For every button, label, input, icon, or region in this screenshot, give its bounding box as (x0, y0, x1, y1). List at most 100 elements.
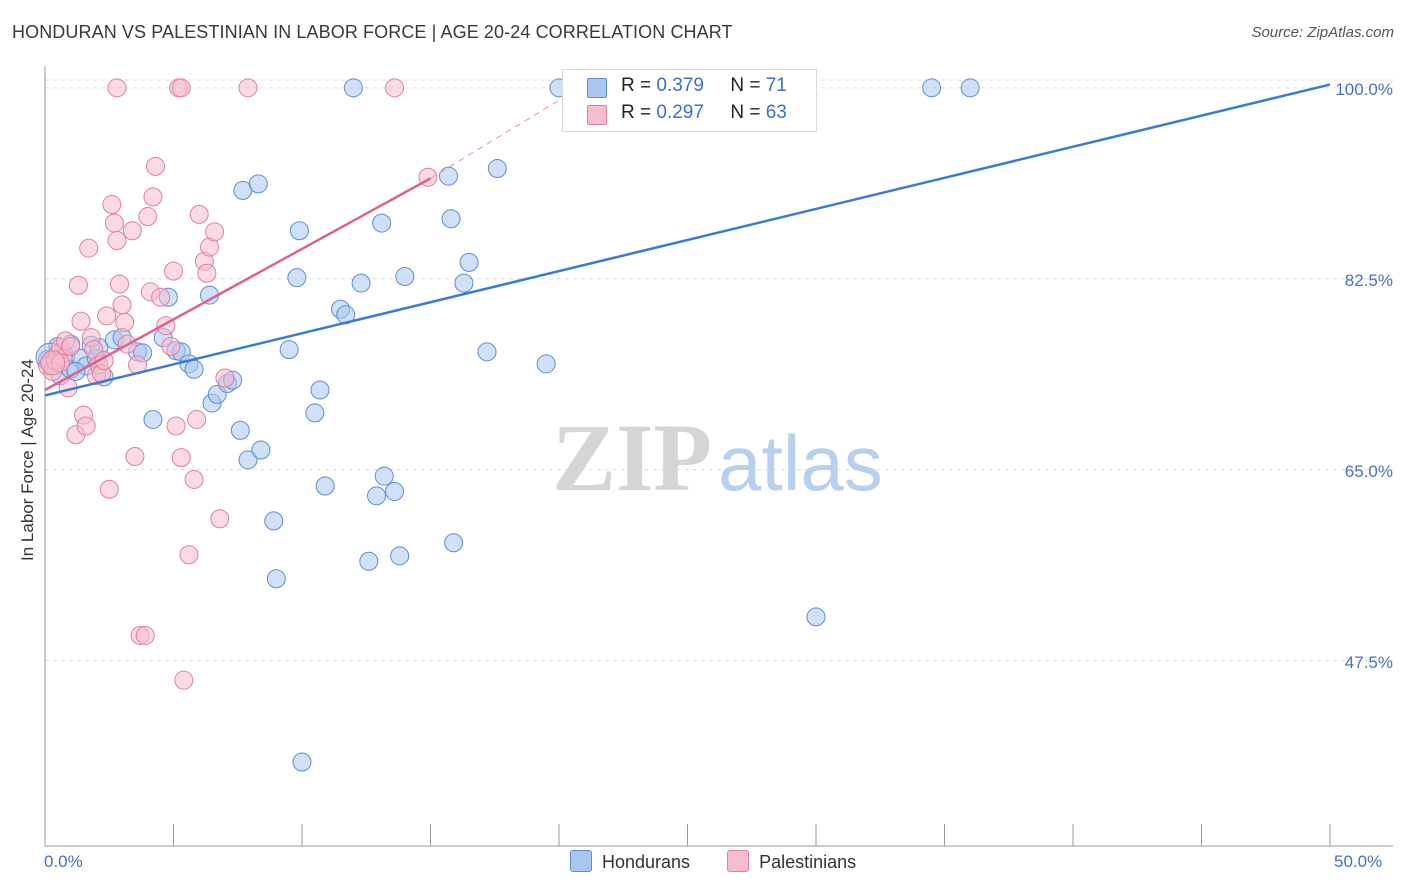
legend-n-value: 63 (765, 102, 787, 123)
correlation-legend: R = 0.379 N = 71 R = 0.297 N = 63 (562, 69, 817, 132)
watermark-zip: ZIP (552, 404, 712, 511)
legend-item-palestinians[interactable]: Palestinians (727, 850, 857, 874)
honduran-point (279, 340, 299, 360)
series-legend: Hondurans Palestinians (570, 850, 857, 874)
legend-r-value: 0.379 (656, 75, 704, 96)
x-tick-label-max: 50.0% (1334, 852, 1383, 871)
honduran-point (922, 78, 942, 98)
palestinian-point (97, 306, 117, 326)
honduran-point (238, 450, 258, 470)
palestinian-point (161, 336, 181, 356)
honduran-point (438, 166, 458, 186)
honduran-point (359, 551, 379, 571)
honduran-point (441, 209, 461, 229)
palestinian-point (138, 207, 158, 227)
legend-swatch-palestinians (587, 105, 607, 125)
watermark: ZIP atlas (552, 404, 883, 511)
palestinian-point (71, 311, 91, 331)
source-credit: Source: ZipAtlas.com (1251, 24, 1394, 41)
palestinian-point (104, 213, 124, 233)
honduran-point (292, 752, 312, 772)
honduran-point (143, 409, 163, 429)
palestinian-point (99, 479, 119, 499)
watermark-atlas: atlas (718, 419, 883, 507)
honduran-point (351, 273, 371, 293)
palestinian-point (197, 263, 217, 283)
palestinian-point (187, 409, 207, 429)
honduran-point (248, 174, 268, 194)
palestinian-point (184, 469, 204, 489)
palestinian-point (110, 274, 130, 294)
legend-r-label: R = (621, 102, 652, 123)
hondurans-label: Hondurans (602, 852, 691, 872)
palestinian-point (115, 312, 135, 332)
palestinians-trend-line (44, 177, 432, 392)
legend-n-label: N = (730, 75, 761, 96)
honduran-point (459, 252, 479, 272)
y-tick-label: 47.5% (1344, 652, 1393, 672)
palestinian-point (174, 670, 194, 690)
legend-item-hondurans[interactable]: Hondurans (570, 850, 691, 874)
palestinian-point (179, 545, 199, 565)
palestinian-point (102, 195, 122, 215)
honduran-point (444, 533, 464, 553)
palestinian-point (189, 204, 209, 224)
palestinian-point (125, 447, 145, 467)
palestinian-point (107, 78, 127, 98)
palestinian-point (76, 416, 96, 436)
palestinian-point (146, 156, 166, 176)
grid-lines (45, 79, 1393, 662)
palestinian-point (210, 509, 230, 529)
palestinian-point (238, 78, 258, 98)
palestinian-point (122, 221, 142, 241)
palestinians-label: Palestinians (759, 852, 857, 872)
palestinian-point (166, 416, 186, 436)
palestinian-point (215, 368, 235, 388)
x-tick-label-min: 0.0% (44, 852, 83, 871)
honduran-point (230, 420, 250, 440)
honduran-point (367, 486, 387, 506)
palestinian-point (135, 625, 155, 645)
honduran-point (536, 354, 556, 374)
honduran-point (287, 268, 307, 288)
honduran-point (264, 511, 284, 531)
honduran-point (390, 546, 410, 566)
legend-n-value: 71 (765, 75, 787, 96)
palestinians-points (38, 78, 438, 690)
hondurans-trend-line (44, 83, 1331, 397)
honduran-point (960, 78, 980, 98)
palestinians-swatch (727, 850, 750, 873)
honduran-point (343, 78, 363, 98)
honduran-point (372, 213, 392, 233)
palestinian-point (171, 78, 191, 98)
palestinian-point (164, 261, 183, 281)
palestinian-point (171, 448, 191, 468)
honduran-point (385, 481, 405, 501)
palestinians-trend-extension (430, 87, 580, 179)
honduran-point (310, 380, 330, 400)
honduran-point (806, 607, 826, 627)
chart-title: HONDURAN VS PALESTINIAN IN LABOR FORCE |… (12, 22, 733, 42)
honduran-point (251, 440, 271, 460)
honduran-point (184, 359, 204, 379)
y-tick-label: 82.5% (1344, 270, 1393, 290)
palestinian-point (205, 222, 225, 242)
y-tick-label: 65.0% (1344, 461, 1393, 481)
honduran-point (305, 403, 325, 423)
legend-n-label: N = (730, 102, 761, 123)
palestinian-point (68, 275, 88, 295)
honduran-point (477, 342, 497, 362)
palestinian-point (143, 187, 163, 207)
honduran-point (289, 221, 309, 241)
legend-swatch-hondurans (587, 78, 607, 98)
palestinian-point (61, 336, 81, 356)
palestinian-point (107, 231, 127, 251)
honduran-point (315, 476, 335, 496)
honduran-point (487, 159, 507, 179)
honduran-point (395, 267, 415, 287)
palestinian-point (385, 78, 405, 98)
legend-r-label: R = (621, 75, 652, 96)
palestinian-point (151, 287, 171, 307)
legend-r-value: 0.297 (656, 102, 704, 123)
